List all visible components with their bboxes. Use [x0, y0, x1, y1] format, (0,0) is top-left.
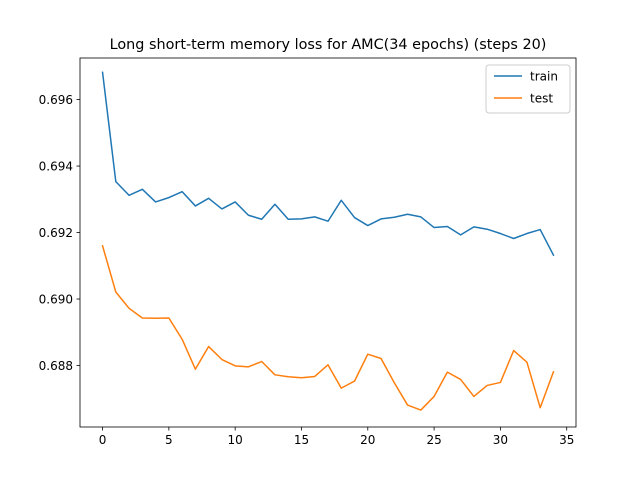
x-tick-label: 25 [426, 433, 441, 447]
y-tick-label: 0.688 [39, 359, 73, 373]
x-tick-label: 20 [360, 433, 375, 447]
axes-layer: 0 5 10 15 20 25 30 35 0.690 0.692 0.694 0.696 0.688 [39, 57, 577, 447]
x-tick-label: 0 [99, 433, 107, 447]
legend-label-test: test [530, 92, 553, 106]
y-tick-label: 0.694 [39, 159, 73, 173]
y-tick-label: 0.690 [39, 292, 73, 306]
x-tick-label: 35 [559, 433, 574, 447]
x-tick-label: 15 [294, 433, 309, 447]
chart-title: Long short-term memory loss for AMC(34 e… [110, 37, 547, 53]
series-line-test [101, 244, 555, 411]
plot-frame [79, 57, 577, 428]
legend-label-train: train [530, 70, 558, 84]
y-tick-label: 0.696 [39, 93, 73, 107]
x-tick-label: 10 [228, 433, 243, 447]
x-tick-label: 30 [493, 433, 508, 447]
legend: train test [485, 64, 571, 114]
legend-box [485, 64, 571, 114]
y-tick-label: 0.692 [39, 226, 73, 240]
x-tick-label: 5 [165, 433, 173, 447]
series-line-train [101, 71, 555, 257]
series-layer [101, 71, 555, 411]
